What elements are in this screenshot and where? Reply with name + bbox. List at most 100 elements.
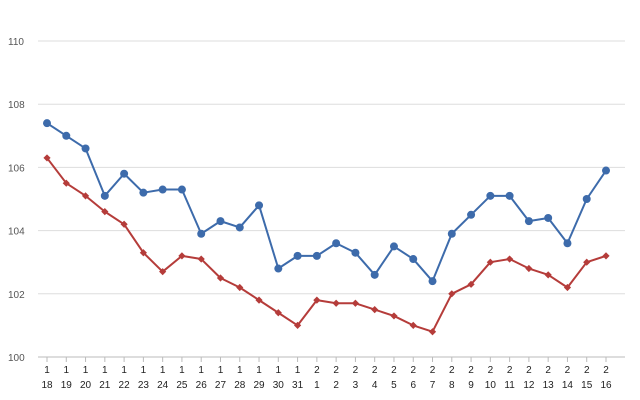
data-point xyxy=(448,290,456,298)
x-tick-day: 3 xyxy=(353,380,359,391)
x-tick-day: 23 xyxy=(138,380,150,391)
data-point xyxy=(139,249,147,257)
data-point xyxy=(43,119,51,128)
data-point xyxy=(428,277,437,286)
data-point xyxy=(447,229,456,238)
x-tick-month: 1 xyxy=(63,365,69,376)
x-tick-day: 18 xyxy=(41,380,53,391)
x-tick-day: 25 xyxy=(176,380,188,391)
y-axis-ticks: 100 102 104 106 108 110 xyxy=(8,37,25,364)
x-tick-day: 14 xyxy=(562,380,574,391)
data-point xyxy=(293,321,302,329)
x-tick-month: 1 xyxy=(198,365,204,376)
x-tick-day: 13 xyxy=(543,380,555,391)
data-point xyxy=(563,239,572,248)
x-tick-month: 2 xyxy=(449,365,455,376)
x-tick-day: 5 xyxy=(391,380,397,391)
x-axis: 1181191201211221231241251261271281291301… xyxy=(38,356,625,391)
data-point xyxy=(505,191,514,200)
data-point xyxy=(390,312,398,320)
data-point xyxy=(62,179,70,187)
x-tick-day: 1 xyxy=(314,380,320,391)
data-point xyxy=(332,239,341,248)
data-point xyxy=(293,251,302,260)
x-tick-day: 6 xyxy=(410,380,416,391)
data-point xyxy=(158,185,167,194)
data-point xyxy=(525,264,533,273)
x-tick-day: 29 xyxy=(253,380,265,391)
data-point xyxy=(583,258,591,266)
data-point xyxy=(216,217,225,226)
data-point xyxy=(81,192,90,200)
x-tick-month: 2 xyxy=(333,365,339,376)
x-tick-day: 11 xyxy=(504,380,515,391)
x-tick-month: 2 xyxy=(391,365,397,376)
data-point xyxy=(409,321,417,329)
x-tick-month: 1 xyxy=(83,365,89,376)
x-tick-day: 9 xyxy=(468,380,474,391)
data-point xyxy=(62,131,71,140)
data-point xyxy=(524,217,533,226)
data-point xyxy=(235,223,244,232)
data-point xyxy=(544,213,553,222)
y-tick-label: 106 xyxy=(8,163,25,174)
data-point xyxy=(506,255,514,263)
series-line xyxy=(46,157,607,333)
x-tick-month: 2 xyxy=(468,365,474,376)
y-tick-label: 102 xyxy=(8,290,25,301)
y-tick-label: 110 xyxy=(8,37,24,48)
x-tick-month: 1 xyxy=(256,365,262,376)
series-1 xyxy=(43,119,610,286)
x-tick-month: 2 xyxy=(584,365,590,376)
x-tick-month: 1 xyxy=(44,365,50,376)
x-tick-month: 2 xyxy=(565,365,571,376)
x-tick-month: 1 xyxy=(141,365,147,376)
y-tick-label: 100 xyxy=(8,353,25,364)
data-point xyxy=(582,195,591,203)
x-tick-day: 16 xyxy=(600,380,612,391)
x-tick-month: 1 xyxy=(160,365,166,376)
data-point xyxy=(255,201,264,210)
x-tick-day: 15 xyxy=(581,380,593,391)
x-tick-day: 10 xyxy=(485,380,497,391)
x-tick-month: 2 xyxy=(507,365,513,376)
x-tick-day: 28 xyxy=(234,380,246,391)
data-point xyxy=(371,306,379,314)
x-tick-month: 2 xyxy=(545,365,551,376)
x-tick-day: 21 xyxy=(99,380,111,391)
data-point xyxy=(486,191,495,200)
data-point xyxy=(389,242,398,251)
data-point xyxy=(467,210,476,219)
x-tick-month: 1 xyxy=(121,365,127,376)
x-tick-month: 2 xyxy=(488,365,494,376)
data-point xyxy=(332,299,340,307)
x-tick-month: 1 xyxy=(179,365,185,376)
x-tick-month: 2 xyxy=(314,365,320,376)
data-point xyxy=(120,169,129,178)
data-point xyxy=(351,299,360,307)
data-point xyxy=(159,268,167,276)
data-point xyxy=(274,309,282,317)
data-point xyxy=(409,255,418,264)
data-point xyxy=(602,252,610,260)
x-tick-month: 1 xyxy=(276,365,282,376)
x-tick-month: 1 xyxy=(102,365,108,376)
data-point xyxy=(370,270,379,279)
data-point xyxy=(563,283,572,292)
x-tick-day: 19 xyxy=(61,380,73,391)
x-tick-month: 2 xyxy=(430,365,436,376)
x-tick-day: 30 xyxy=(273,380,285,391)
data-point xyxy=(216,274,225,282)
data-point xyxy=(197,229,206,238)
series-group xyxy=(43,119,610,336)
x-tick-month: 1 xyxy=(237,365,243,376)
y-tick-label: 104 xyxy=(8,227,25,238)
x-tick-month: 2 xyxy=(372,365,378,376)
data-point xyxy=(602,166,610,175)
data-point xyxy=(43,154,51,162)
x-tick-day: 20 xyxy=(80,380,92,391)
x-tick-day: 31 xyxy=(292,380,304,391)
y-tick-label: 108 xyxy=(8,100,25,111)
x-tick-month: 2 xyxy=(603,365,609,376)
